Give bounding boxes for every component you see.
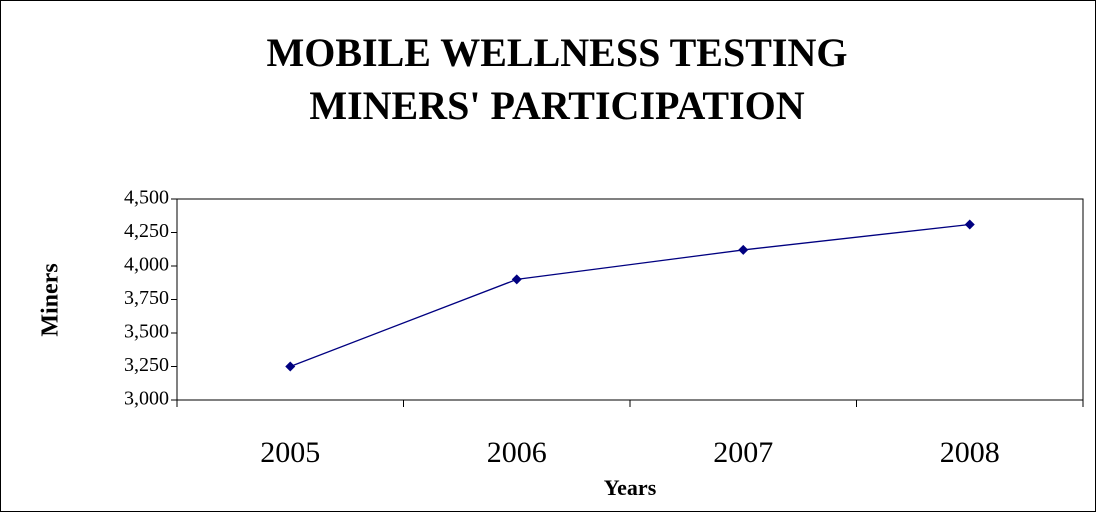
x-tick-label: 2005 — [260, 436, 320, 469]
y-tick-label: 3,000 — [124, 388, 169, 410]
marker — [511, 274, 522, 285]
y-axis-label: Miners — [38, 263, 64, 336]
marker — [285, 361, 296, 372]
marker — [738, 244, 749, 255]
x-tick-label: 2006 — [487, 436, 547, 469]
x-tick-label: 2008 — [940, 436, 1000, 469]
x-tick-label: 2007 — [713, 436, 773, 469]
x-axis-label: Years — [604, 475, 657, 500]
y-tick-label: 4,000 — [124, 254, 169, 276]
y-tick-label: 4,500 — [124, 187, 169, 209]
line-series — [290, 223, 970, 368]
chart-title: MOBILE WELLNESS TESTING — [267, 30, 848, 75]
y-tick-label: 3,750 — [124, 287, 169, 309]
y-tick-label: 3,500 — [124, 321, 169, 343]
y-tick-label: 3,250 — [124, 354, 169, 376]
marker — [964, 219, 975, 230]
chart-title: MINERS' PARTICIPATION — [309, 83, 804, 128]
y-tick-label: 4,250 — [124, 220, 169, 242]
